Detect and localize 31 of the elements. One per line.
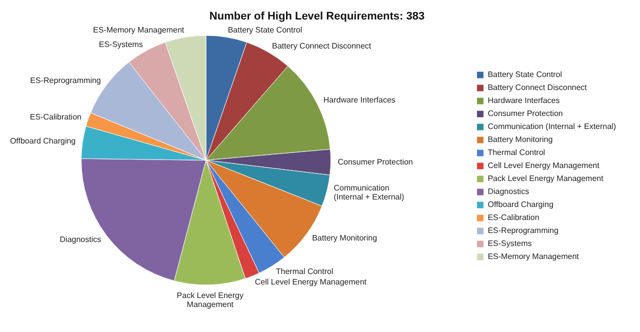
slice-label: ES-Calibration [30,112,82,122]
legend-label: Communication (Internal + External) [488,122,616,132]
slice-label: ES-Reprogramming [30,76,101,85]
slice-label: ES-Memory Management [93,25,185,34]
legend-label: Thermal Control [488,148,546,158]
legend-label: Hardware Interfaces [488,96,560,106]
slice-label: Cell Level Energy Management [254,278,368,287]
legend-label: Consumer Protection [488,109,563,118]
slice-label: Diagnostics [60,235,102,244]
legend-label: ES-Calibration [488,213,540,222]
slice-label: ES-Systems [98,40,143,49]
slice-label: Hardware Interfaces [323,96,396,105]
legend-label: ES-Systems [488,239,532,248]
chart-title: Number of High Level Requirements: 383 [209,10,425,23]
slice-label: Battery Connect Disconnect [272,41,372,50]
slice-label: Battery Monitoring [312,234,378,243]
slice-label: Offboard Charging [10,136,76,146]
legend-label: Offboard Charging [488,200,554,210]
slice-label: Communication (Internal + External) [334,183,405,202]
slice-label: Thermal Control [276,267,334,276]
legend-label: Battery State Control [488,70,562,80]
legend-label: Battery Connect Disconnect [488,83,588,92]
legend-label: Pack Level Energy Management [488,174,604,184]
legend-label: Diagnostics [488,187,530,196]
slice-label: Pack Level Energy Management [176,291,244,310]
slice-label: Battery State Control [228,25,302,34]
slice-label: Consumer Protection [338,157,413,166]
legend-label: Battery Monitoring [488,135,553,144]
legend-label: ES-Reprogramming [488,226,558,236]
legend-label: Cell Level Energy Management [488,161,600,170]
legend-label: ES-Memory Management [488,252,580,262]
